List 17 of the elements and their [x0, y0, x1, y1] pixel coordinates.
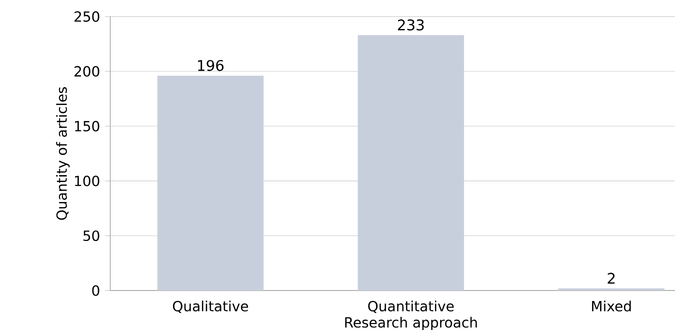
y-tick-label: 100 [75, 176, 100, 186]
x-tick-label: Mixed [592, 300, 631, 312]
y-tick-label: 150 [75, 120, 100, 132]
bar [358, 35, 464, 291]
x-axis-title: Research approach [345, 316, 477, 330]
x-tick-label: Quantitative [368, 300, 454, 314]
bar [558, 288, 664, 291]
bar [157, 76, 264, 291]
y-tick-label: 50 [83, 230, 100, 242]
data-label: 233 [398, 19, 424, 30]
data-label: 196 [198, 60, 224, 72]
data-label: 2 [608, 272, 615, 284]
y-tick-label: 250 [74, 11, 100, 22]
y-tick-label: 200 [74, 66, 100, 77]
y-tick-label: 0 [92, 285, 100, 296]
x-tick-label: Qualitative [172, 300, 248, 314]
y-axis-title: Quantity of articles [56, 87, 70, 220]
